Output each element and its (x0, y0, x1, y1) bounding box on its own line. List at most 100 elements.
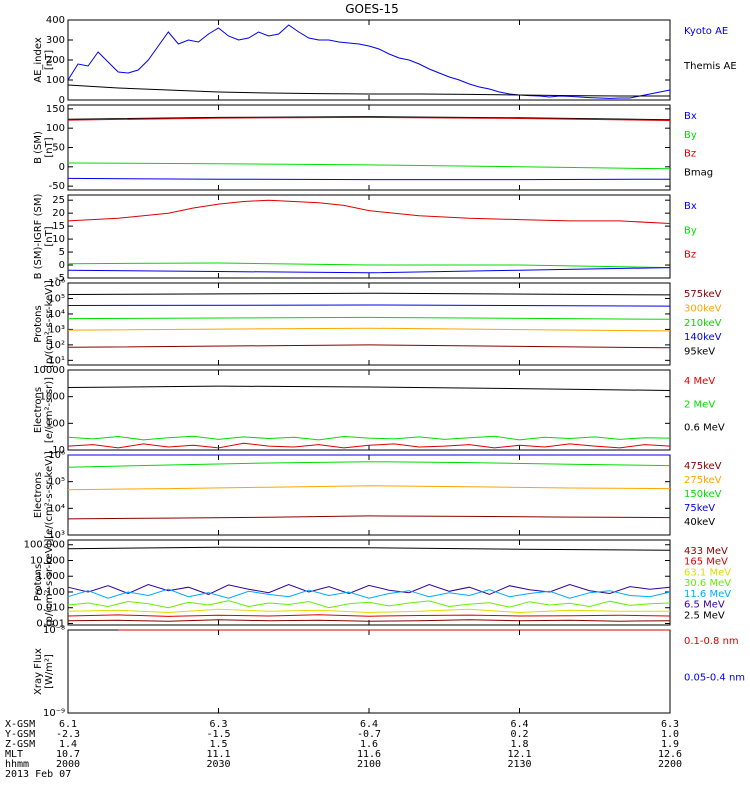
footer-value: 6.1 (59, 719, 77, 730)
ylabel: B (SM) (33, 131, 44, 164)
footer-label: Y-GSM (5, 729, 35, 740)
legend-0-6-mev: 0.6 MeV (684, 423, 725, 434)
ytick-label: 100.000 (24, 540, 65, 551)
legend-bmag: Bmag (684, 167, 713, 178)
ylabel: AE_index (33, 37, 44, 83)
series-kyoto-ae (67, 24, 671, 99)
series-6-5-mev (67, 583, 671, 595)
legend-95kev: 95keV (684, 347, 715, 358)
legend-6-5-mev: 6.5 MeV (684, 600, 725, 611)
ytick-label: 150 (46, 104, 65, 115)
footer-value: 2030 (206, 759, 230, 770)
ylabel: Protons (33, 564, 44, 601)
series-bx (67, 267, 671, 274)
footer-value: 6.3 (661, 719, 679, 730)
panel-frame-4 (67, 282, 671, 366)
legend-bz: Bz (684, 250, 696, 261)
panel-frame-6 (67, 454, 671, 536)
legend-11-6-mev: 11.6 MeV (684, 589, 731, 600)
ytick-label: 200 (46, 55, 65, 66)
legend-575kev: 575keV (684, 289, 722, 300)
ytick-label: 10³ (48, 530, 65, 541)
series-0-6-mev (67, 385, 671, 391)
ylabel: [nT] (44, 226, 55, 246)
ytick-label: 10.000 (30, 555, 65, 566)
legend-165-mev: 165 MeV (684, 557, 728, 568)
ylabel: Protons (33, 305, 44, 342)
legend-63-1-mev: 63.1 MeV (684, 567, 731, 578)
ytick-label: -5 (55, 273, 65, 284)
series-11-6-mev (67, 588, 671, 599)
series-themis-ae (67, 84, 670, 97)
legend-210kev: 210keV (684, 318, 722, 329)
footer-value: 11.1 (206, 749, 230, 760)
ytick-label: 10⁶ (48, 278, 65, 289)
legend-40kev: 40keV (684, 517, 715, 528)
ylabel: Electrons (33, 387, 44, 433)
series-30-6-mev (67, 600, 671, 609)
ytick-label: 10⁴ (48, 309, 65, 320)
ylabel: [e/(cm²-s-sr)] (44, 377, 55, 443)
ytick-label: 0 (59, 162, 65, 173)
legend-2-mev: 2 MeV (684, 399, 715, 410)
series-by (67, 262, 671, 269)
figure-title: GOES-15 (345, 2, 399, 16)
footer-value: 6.3 (209, 719, 227, 730)
footer-value: 0.2 (510, 729, 528, 740)
series-2-mev (67, 435, 671, 441)
footer-value: 2130 (507, 759, 531, 770)
series-2-5-mev (67, 546, 671, 551)
series-bx (67, 177, 671, 181)
ytick-label: 400 (46, 15, 65, 26)
ytick-label: 10⁵ (48, 293, 65, 304)
series-63-1-mev (67, 608, 670, 614)
footer-label: X-GSM (5, 719, 35, 730)
legend-bz: Bz (684, 149, 696, 160)
ytick-label: 10³ (48, 324, 65, 335)
legend-275kev: 275keV (684, 475, 722, 486)
ylabel: Xray Flux (33, 648, 44, 695)
footer-value: -1.5 (206, 729, 230, 740)
legend-by: By (684, 225, 697, 236)
ytick-label: 10² (48, 340, 65, 351)
ylabel: [W/m²] (44, 654, 55, 689)
ytick-label: 5 (59, 247, 65, 258)
series-bz (67, 199, 671, 224)
series-210kev (67, 316, 671, 320)
ytick-label: 0.001 (36, 618, 65, 629)
footer-value: 2000 (56, 759, 80, 770)
footer-label: hhmm (5, 759, 29, 770)
ytick-label: 100 (46, 123, 65, 134)
ylabel: [p/(cm²-s-sr-keV)] (44, 539, 55, 627)
legend-bx: Bx (684, 111, 697, 122)
footer-label: Z-GSM (5, 739, 35, 750)
series-150kev (67, 461, 671, 468)
ytick-label: 100 (46, 75, 65, 86)
ytick-label: 300 (46, 35, 65, 46)
ytick-label: 20 (52, 208, 65, 219)
series-275kev (67, 485, 671, 491)
panel-frame-1 (67, 19, 671, 101)
footer-value: 1.4 (59, 739, 77, 750)
series-140kev (67, 304, 671, 307)
legend-433-mev: 433 MeV (684, 546, 728, 557)
legend-4-mev: 4 MeV (684, 376, 715, 387)
ylabel: [p/(cm²-s-sr-keV)] (44, 280, 55, 368)
ytick-label: 1000 (40, 392, 65, 403)
ytick-label: 0 (59, 95, 65, 106)
ytick-label: 10⁶ (48, 450, 65, 461)
ytick-label: 0.010 (36, 603, 65, 614)
footer-value: 12.1 (507, 749, 531, 760)
footer-value: 6.4 (360, 719, 378, 730)
ytick-label: 15 (52, 221, 65, 232)
legend-by: By (684, 130, 697, 141)
ytick-label: 1.000 (36, 571, 65, 582)
series-475kev (67, 515, 671, 520)
ytick-label: 0.100 (36, 587, 65, 598)
legend-bx: Bx (684, 201, 697, 212)
footer-value: -0.7 (357, 729, 381, 740)
ylabel: B (SM)-IGRF (SM) (33, 194, 44, 280)
ylabel: [nT] (44, 50, 55, 70)
legend-0-1-0-8-nm: 0.1-0.8 nm (684, 636, 739, 647)
footer-value: 1.0 (661, 729, 679, 740)
